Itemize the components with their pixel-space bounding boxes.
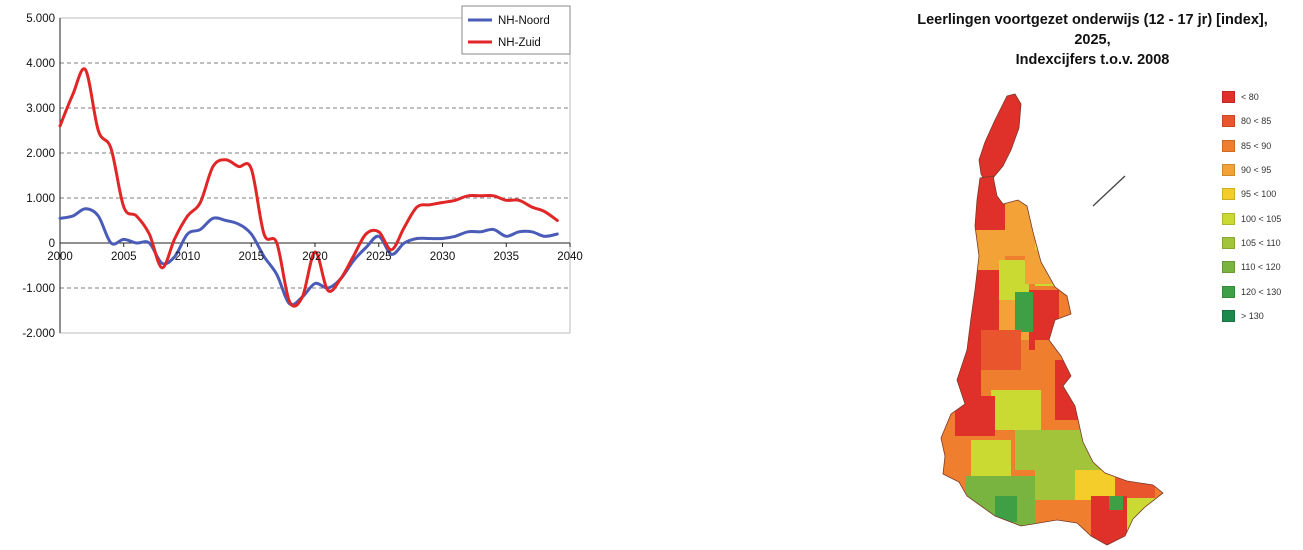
y-tick-label: 1.000 xyxy=(26,193,55,205)
legend-label: 100 < 105 xyxy=(1241,214,1281,224)
y-tick-label: 2.000 xyxy=(26,148,55,160)
plot-area xyxy=(60,18,570,333)
x-tick-label: 2015 xyxy=(238,251,264,263)
legend-swatch xyxy=(1222,188,1235,200)
legend-label: 110 < 120 xyxy=(1241,262,1281,272)
line-chart: 5.000 4.000 3.000 2.000 1.000 0 -1.000 -2.000 2… xyxy=(0,0,585,350)
legend-swatch xyxy=(1222,310,1235,322)
legend-item: 105 < 110 xyxy=(1222,231,1281,255)
x-tick-label: 2040 xyxy=(557,251,583,263)
line-chart-svg: 5.000 4.000 3.000 2.000 1.000 0 -1.000 -2.000 2… xyxy=(0,0,585,350)
legend-item: 120 < 130 xyxy=(1222,279,1281,303)
legend-item: 95 < 100 xyxy=(1222,182,1281,206)
legend-item: 90 < 95 xyxy=(1222,158,1281,182)
x-tick-label: 2025 xyxy=(366,251,392,263)
legend-swatch xyxy=(1222,164,1235,176)
legend-swatch xyxy=(1222,91,1235,103)
y-tick-label: 5.000 xyxy=(26,13,55,25)
map-pointer-line xyxy=(1093,176,1125,206)
legend-label: > 130 xyxy=(1241,311,1264,321)
x-tick-label: 2035 xyxy=(493,251,519,263)
legend-item: < 80 xyxy=(1222,85,1281,109)
y-tick-label: 3.000 xyxy=(26,103,55,115)
legend-item: 110 < 120 xyxy=(1222,255,1281,279)
legend-label: NH-Noord xyxy=(498,15,550,27)
legend-swatch xyxy=(1222,237,1235,249)
x-tick-label: 2030 xyxy=(430,251,456,263)
legend-item: 100 < 105 xyxy=(1222,206,1281,230)
legend-swatch xyxy=(1222,213,1235,225)
legend-item: > 130 xyxy=(1222,304,1281,328)
x-tick-label: 2010 xyxy=(175,251,201,263)
legend-item: 85 < 90 xyxy=(1222,134,1281,158)
texel-island xyxy=(979,94,1021,182)
legend-label: 85 < 90 xyxy=(1241,141,1271,151)
legend-label: < 80 xyxy=(1241,92,1259,102)
legend-label: 90 < 95 xyxy=(1241,165,1271,175)
x-tick-label: 2020 xyxy=(302,251,328,263)
legend-swatch xyxy=(1222,286,1235,298)
map-title-line-1: Leerlingen voortgezet onderwijs (12 - 17… xyxy=(895,10,1290,30)
legend-label: 95 < 100 xyxy=(1241,189,1276,199)
legend-swatch xyxy=(1222,115,1235,127)
x-tick-label: 2005 xyxy=(111,251,137,263)
map-title-line-2: 2025, xyxy=(895,30,1290,50)
map-title-line-3: Indexcijfers t.o.v. 2008 xyxy=(895,50,1290,70)
map-legend: < 80 80 < 85 85 < 90 90 < 95 95 < 100 10… xyxy=(1222,85,1281,328)
map-title: Leerlingen voortgezet onderwijs (12 - 17… xyxy=(895,10,1290,70)
y-tick-label: 4.000 xyxy=(26,58,55,70)
legend-label: NH-Zuid xyxy=(498,37,541,49)
y-tick-label: 0 xyxy=(49,238,55,250)
legend-label: 105 < 110 xyxy=(1241,238,1281,248)
legend-swatch xyxy=(1222,261,1235,273)
map-panel: Leerlingen voortgezet onderwijs (12 - 17… xyxy=(895,0,1303,550)
legend-item: 80 < 85 xyxy=(1222,109,1281,133)
y-tick-label: -1.000 xyxy=(22,283,55,295)
legend-label: 120 < 130 xyxy=(1241,287,1281,297)
x-tick-label: 2000 xyxy=(47,251,73,263)
municipalities xyxy=(935,170,1175,550)
y-tick-label: -2.000 xyxy=(22,328,55,340)
legend-swatch xyxy=(1222,140,1235,152)
legend-label: 80 < 85 xyxy=(1241,116,1271,126)
